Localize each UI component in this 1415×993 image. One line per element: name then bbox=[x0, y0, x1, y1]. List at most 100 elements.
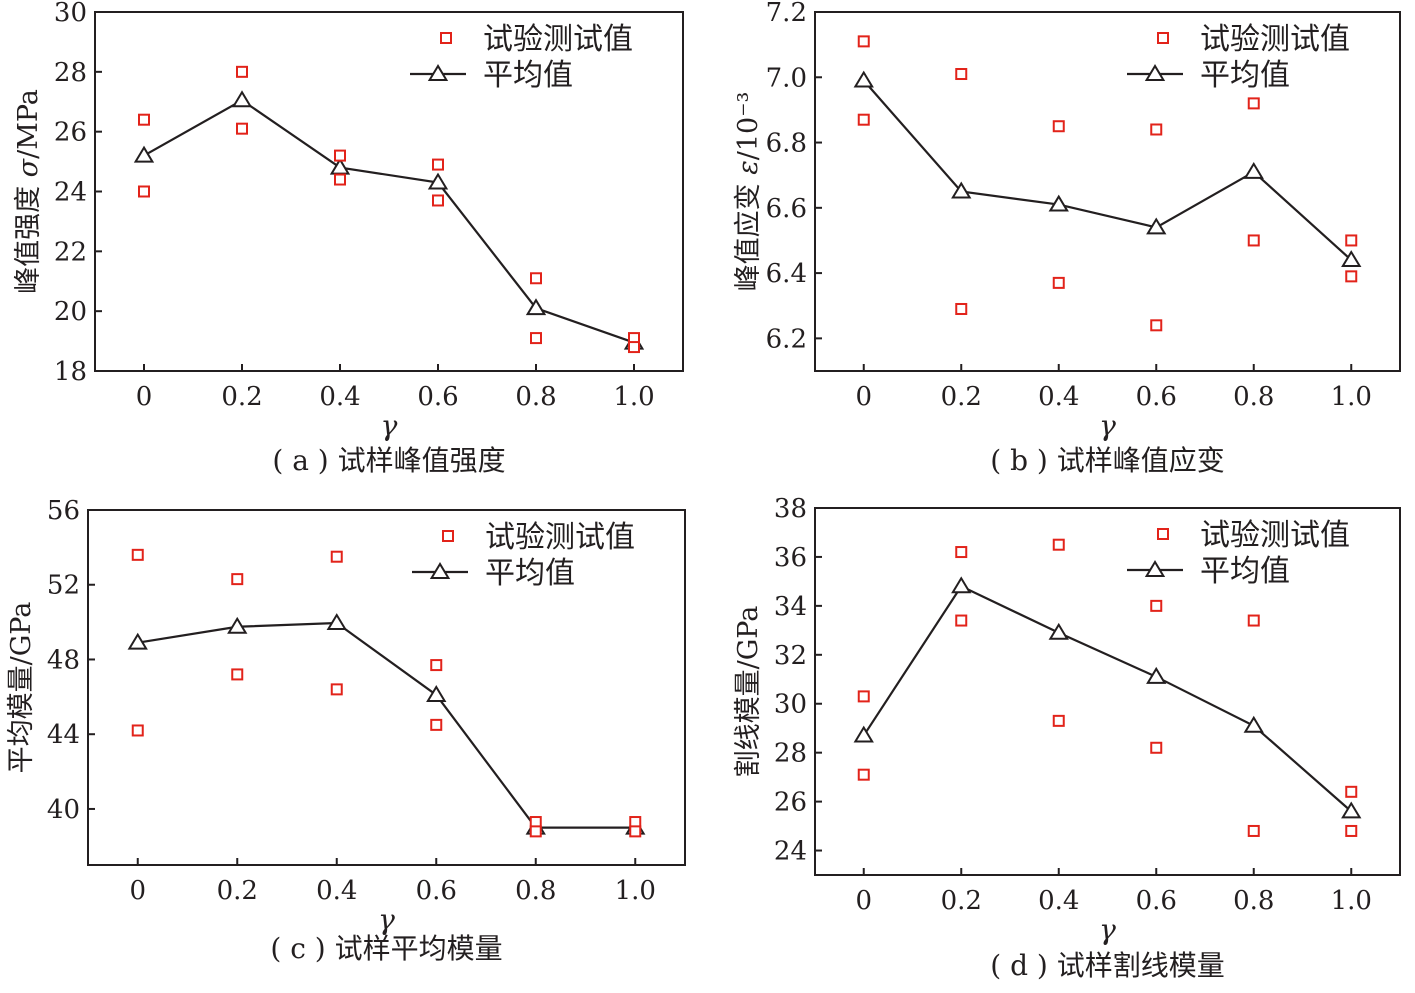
series-test bbox=[138, 65, 640, 354]
x-tick-label: 0 bbox=[136, 382, 153, 412]
mean-marker bbox=[853, 725, 874, 743]
test-point bbox=[857, 113, 870, 126]
y-tick-label: 30 bbox=[54, 0, 87, 28]
test-point bbox=[530, 272, 542, 285]
test-point bbox=[1052, 538, 1065, 551]
series-test bbox=[857, 538, 1358, 837]
y-tick-label: 36 bbox=[774, 543, 807, 573]
y-tick-label: 34 bbox=[774, 592, 807, 622]
x-axis-label: γ bbox=[1099, 409, 1116, 442]
y-label-symbol: ε bbox=[733, 160, 764, 175]
legend-mean-marker bbox=[427, 64, 449, 81]
test-point bbox=[1247, 614, 1260, 627]
legend-mean-marker bbox=[1144, 64, 1166, 81]
mean-marker bbox=[227, 616, 248, 634]
test-point bbox=[1150, 741, 1163, 754]
mean-marker bbox=[426, 685, 447, 702]
test-point bbox=[1150, 599, 1163, 612]
mean-marker bbox=[1341, 801, 1362, 819]
mean-marker bbox=[326, 613, 347, 631]
x-tick-label: 0.6 bbox=[1136, 382, 1177, 412]
y-tick-label: 28 bbox=[54, 58, 87, 88]
x-tick-label: 0.4 bbox=[316, 876, 357, 906]
mean-marker bbox=[951, 576, 972, 594]
test-point bbox=[628, 341, 640, 354]
y-tick-label: 22 bbox=[54, 237, 87, 267]
legend-test-marker bbox=[1157, 528, 1169, 540]
chart-panel-b: 6.2 6.4 6.6 6.8 7.0 7.2 0 0.2 0.4 0.6 0.8 1.0 γ 峰值应变 … bbox=[733, 0, 1401, 477]
x-tick-label: 0 bbox=[855, 886, 872, 916]
x-tick-label: 0.4 bbox=[1038, 886, 1079, 916]
test-point bbox=[231, 668, 244, 681]
test-point bbox=[430, 659, 443, 672]
test-point bbox=[1345, 824, 1358, 837]
x-tick-label: 1.0 bbox=[1331, 886, 1372, 916]
y-label-symbol: σ bbox=[13, 157, 44, 177]
y-tick-label: 48 bbox=[47, 645, 80, 675]
mean-marker bbox=[1048, 622, 1069, 640]
mean-marker bbox=[127, 632, 148, 650]
y-tick-label: 26 bbox=[774, 788, 807, 818]
chart-panel-c: 40 44 48 52 56 0 0.2 0.4 0.6 0.8 1.0 γ 平均模量/GPa ( c )… bbox=[6, 496, 686, 965]
legend-mean-marker bbox=[429, 562, 451, 579]
plot-frame bbox=[814, 11, 1401, 372]
x-tick-label: 0 bbox=[855, 382, 872, 412]
x-tick-label: 0.6 bbox=[416, 876, 457, 906]
y-tick-label: 20 bbox=[54, 297, 87, 327]
test-point bbox=[955, 68, 968, 81]
mean-marker bbox=[427, 172, 449, 190]
legend-test-label: 试验测试值 bbox=[1200, 22, 1350, 57]
test-point bbox=[138, 113, 150, 126]
x-tick-label: 0.6 bbox=[417, 382, 458, 412]
y-tick-label: 32 bbox=[774, 641, 807, 671]
x-tick-label: 1.0 bbox=[613, 382, 654, 412]
test-point bbox=[430, 718, 443, 731]
test-point bbox=[529, 825, 542, 838]
test-point bbox=[955, 546, 968, 559]
y-tick-label: 24 bbox=[54, 178, 87, 208]
x-axis-label: γ bbox=[378, 903, 395, 936]
test-point bbox=[1150, 319, 1163, 332]
series-mean bbox=[133, 90, 645, 350]
legend-mean-label: 平均值 bbox=[1200, 58, 1290, 93]
mean-marker bbox=[1243, 715, 1264, 733]
y-tick-label: 6.6 bbox=[766, 194, 807, 224]
y-axis-label: 平均模量/GPa bbox=[6, 602, 37, 774]
test-point bbox=[1345, 234, 1358, 247]
x-tick-label: 0.8 bbox=[515, 876, 556, 906]
test-point bbox=[432, 158, 444, 171]
y-tick-label: 7.2 bbox=[766, 0, 807, 28]
x-tick-label: 0.2 bbox=[941, 382, 982, 412]
chart-caption: ( b ) 试样峰值应变 bbox=[990, 444, 1224, 477]
y-tick-label: 52 bbox=[47, 571, 80, 601]
mean-line bbox=[137, 621, 636, 829]
test-point bbox=[530, 332, 542, 345]
y-tick-label: 40 bbox=[47, 795, 80, 825]
test-point bbox=[236, 122, 248, 135]
x-tick-label: 0 bbox=[129, 876, 146, 906]
y-axis-label: 峰值应变 ε/10⁻³ bbox=[733, 92, 764, 292]
x-tick-label: 0.8 bbox=[1233, 382, 1274, 412]
plot-frame bbox=[94, 11, 684, 372]
series-mean bbox=[853, 70, 1362, 268]
test-point bbox=[1247, 824, 1260, 837]
series-test bbox=[857, 35, 1358, 332]
chart-panel-d: 24 26 28 30 32 34 36 38 0 0.2 0.4 0.6 0.8 1.0 γ 割线模量/GP… bbox=[733, 494, 1401, 982]
test-point bbox=[1150, 123, 1163, 136]
series-test bbox=[131, 548, 642, 838]
test-point bbox=[1052, 120, 1065, 133]
legend-test-marker bbox=[440, 32, 452, 44]
mean-marker bbox=[231, 90, 253, 108]
y-tick-label: 28 bbox=[774, 739, 807, 769]
legend-mean-label: 平均值 bbox=[1200, 554, 1290, 589]
test-point bbox=[334, 173, 346, 186]
mean-line bbox=[862, 79, 1352, 261]
series-mean bbox=[127, 613, 646, 835]
mean-line bbox=[143, 98, 635, 344]
chart-caption: ( c ) 试样平均模量 bbox=[270, 932, 502, 965]
x-tick-label: 1.0 bbox=[615, 876, 656, 906]
x-tick-label: 0.2 bbox=[221, 382, 262, 412]
test-point bbox=[1052, 714, 1065, 727]
series-mean bbox=[853, 576, 1362, 819]
